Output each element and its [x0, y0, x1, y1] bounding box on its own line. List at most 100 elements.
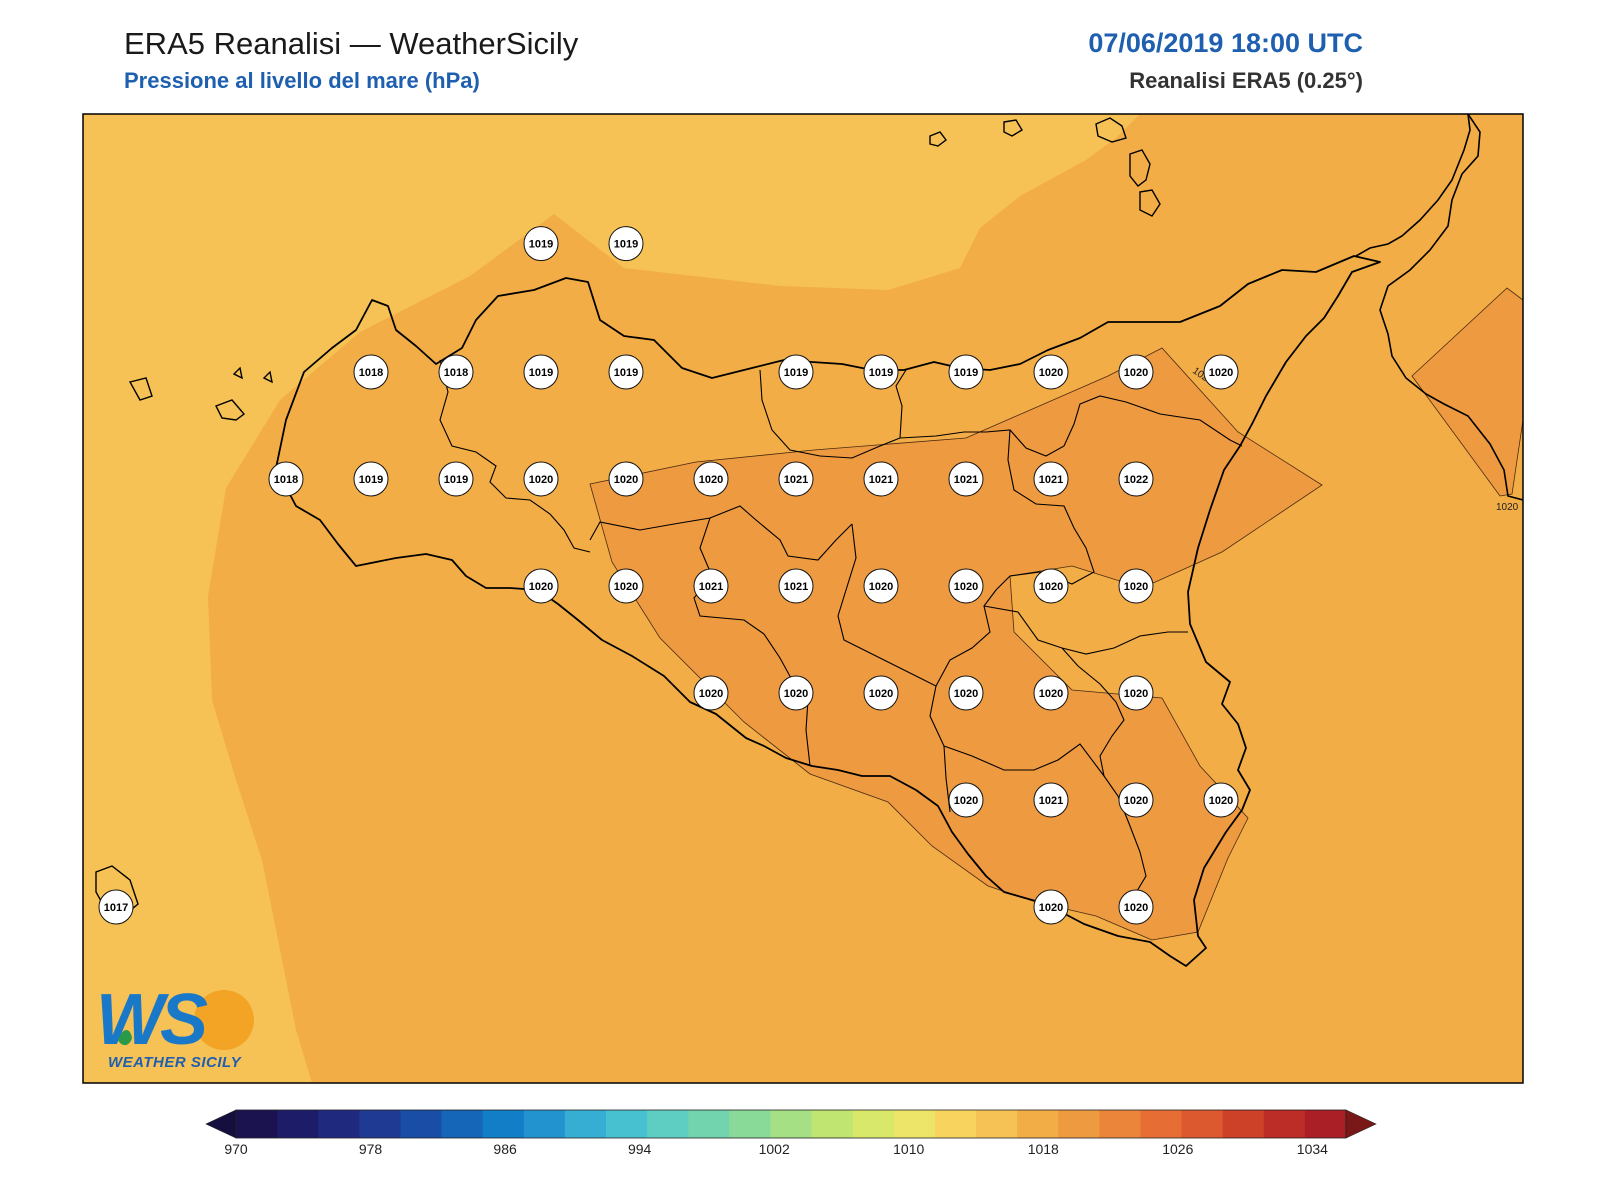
- station-value: 1020: [784, 688, 808, 700]
- station-value: 1020: [1039, 581, 1063, 593]
- colorbar-segment: [729, 1110, 771, 1138]
- colorbar-segment: [770, 1110, 813, 1138]
- station-marker: 1020: [1203, 782, 1239, 818]
- station-value: 1020: [1039, 367, 1063, 379]
- station-marker: 1020: [608, 461, 644, 497]
- colorbar-segment: [1304, 1110, 1347, 1138]
- station-value: 1020: [1124, 902, 1148, 914]
- svg-text:WS: WS: [96, 980, 208, 1060]
- station-marker: 1017: [98, 889, 134, 925]
- station-circle: [948, 461, 984, 497]
- station-marker: 1019: [523, 226, 559, 262]
- station-circle: [778, 461, 814, 497]
- station-value: 1021: [784, 581, 808, 593]
- colorbar-segment: [811, 1110, 854, 1138]
- aeolian-islands: [929, 117, 1161, 217]
- station-value: 1021: [1039, 474, 1063, 486]
- station-value: 1021: [784, 474, 808, 486]
- colorbar-tick-label: 970: [224, 1141, 248, 1157]
- colorbar-segment: [852, 1110, 895, 1138]
- station-marker: 1020: [693, 461, 729, 497]
- station-marker: 1019: [608, 354, 644, 390]
- station-marker: 1020: [863, 675, 899, 711]
- station-value: 1020: [1209, 367, 1233, 379]
- station-value: 1020: [954, 688, 978, 700]
- station-circle: [863, 354, 899, 390]
- station-value: 1018: [274, 474, 298, 486]
- station-marker: 1021: [778, 568, 814, 604]
- station-circle: [863, 675, 899, 711]
- station-marker: 1020: [693, 675, 729, 711]
- colorbar-tick-label: 1034: [1297, 1141, 1328, 1157]
- station-marker: 1019: [608, 226, 644, 262]
- station-value: 1020: [614, 474, 638, 486]
- station-circle: [268, 461, 304, 497]
- station-circle: [1033, 889, 1069, 925]
- station-value: 1021: [954, 474, 978, 486]
- station-marker: 1020: [1203, 354, 1239, 390]
- colorbar-segment: [1263, 1110, 1306, 1138]
- station-circle: [1118, 354, 1154, 390]
- station-value: 1019: [444, 474, 468, 486]
- station-marker: 1020: [863, 568, 899, 604]
- station-circle: [608, 226, 644, 262]
- station-value: 1019: [529, 367, 553, 379]
- station-value: 1020: [529, 474, 553, 486]
- station-value: 1019: [784, 367, 808, 379]
- map-frame: [82, 113, 1524, 1084]
- colorbar-extend-max: [1345, 1109, 1377, 1139]
- station-value: 1020: [869, 581, 893, 593]
- station-circle: [948, 354, 984, 390]
- station-marker: 1020: [1033, 889, 1069, 925]
- calabria-tip: [1355, 114, 1471, 257]
- map-subtitle: Pressione al livello del mare (hPa): [124, 68, 480, 93]
- map-source: Reanalisi ERA5 (0.25°): [1129, 68, 1363, 93]
- colorbar-tick-label: 1026: [1162, 1141, 1193, 1157]
- station-value: 1020: [529, 581, 553, 593]
- station-circle: [1033, 675, 1069, 711]
- station-value: 1020: [954, 581, 978, 593]
- station-circle: [948, 782, 984, 818]
- minor-islands-west: [128, 366, 273, 421]
- colorbar-segment: [1058, 1110, 1100, 1138]
- field-1016-west: [83, 400, 312, 1083]
- station-marker: 1019: [523, 354, 559, 390]
- station-value: 1019: [614, 367, 638, 379]
- station-circle: [948, 675, 984, 711]
- station-marker: 1021: [1033, 782, 1069, 818]
- station-marker: 1020: [523, 568, 559, 604]
- colorbar-segment: [893, 1110, 936, 1138]
- colorbar-segment: [277, 1110, 319, 1138]
- weathersicily-logo: WS: [96, 980, 254, 1060]
- station-value: 1020: [614, 581, 638, 593]
- colorbar: 970 978 986 994 1002 1010 1018 1026 1034: [205, 1109, 1377, 1157]
- station-circle: [863, 568, 899, 604]
- station-value: 1021: [869, 474, 893, 486]
- station-circle: [1118, 889, 1154, 925]
- colorbar-tick-label: 978: [359, 1141, 383, 1157]
- colorbar-segment: [934, 1110, 977, 1138]
- colorbar-segment: [482, 1110, 525, 1138]
- station-circle: [693, 461, 729, 497]
- station-circle: [438, 461, 474, 497]
- colorbar-segment: [564, 1110, 607, 1138]
- station-circle: [863, 461, 899, 497]
- station-circle: [1118, 568, 1154, 604]
- colorbar-extend-min: [205, 1109, 237, 1139]
- map-title: ERA5 Reanalisi — WeatherSicily: [124, 26, 579, 61]
- station-circle: [438, 354, 474, 390]
- station-value: 1019: [954, 367, 978, 379]
- colorbar-segment: [441, 1110, 484, 1138]
- station-marker: 1020: [1118, 782, 1154, 818]
- station-circle: [608, 461, 644, 497]
- colorbar-frame: [235, 1109, 1347, 1139]
- station-circle: [523, 568, 559, 604]
- station-circle: [1118, 461, 1154, 497]
- station-value: 1020: [699, 474, 723, 486]
- station-circle: [1033, 354, 1069, 390]
- station-value: 1020: [1039, 902, 1063, 914]
- colorbar-segment: [1099, 1110, 1141, 1138]
- station-circle: [523, 354, 559, 390]
- station-marker: 1021: [863, 461, 899, 497]
- station-circle: [1033, 568, 1069, 604]
